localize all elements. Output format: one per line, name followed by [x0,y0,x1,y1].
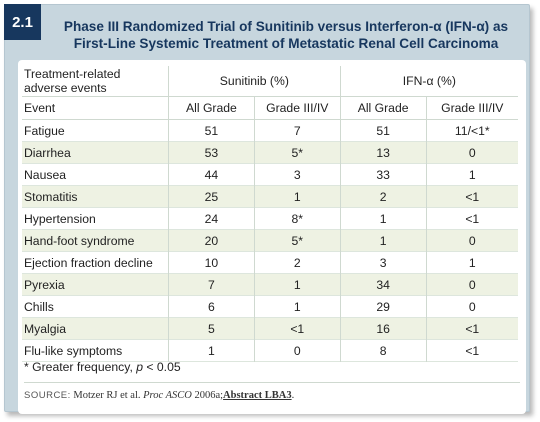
cell-ifn-all: 8 [339,339,427,362]
cell-event: Hand-foot syndrome [24,233,135,248]
cell-sunitinib-grade: 5* [253,229,341,252]
col-header-ifn-grade: Grade III/IV [425,96,518,120]
cell-ifn-all: 2 [339,185,427,208]
figure-frame: Phase III Randomized Trial of Sunitinib … [4,4,530,414]
cell-ifn-all: 16 [339,317,427,340]
cell-sunitinib-grade: 1 [253,273,341,296]
cell-sunitinib-grade: 8* [253,207,341,230]
cell-event: Myalgia [24,321,66,336]
footnote: * Greater frequency, p < 0.05 [24,360,181,374]
footnote-p: p [136,360,144,374]
cell-sunitinib-grade: 7 [253,119,341,142]
table-row: Pyrexia 7 1 34 0 [22,273,518,296]
cell-ifn-grade: 1 [425,163,518,186]
title-line-2: First-Line Systemic Treatment of Metasta… [73,36,499,51]
group-header-sunitinib: Sunitinib (%) [168,66,341,97]
cell-sunitinib-grade: 1 [253,185,341,208]
table-row: Ejection fraction decline 10 2 3 1 [22,251,518,274]
source-authors: Motzer RJ et al. [70,390,144,401]
cell-ifn-all: 1 [339,207,427,230]
group-header-events: Treatment-related adverse events [24,67,121,95]
table-row: Flu-like symptoms 1 0 8 <1 [22,339,518,362]
cell-ifn-grade: <1 [425,339,518,362]
cell-event: Pyrexia [24,277,65,292]
table-row: Hand-foot syndrome 20 5* 1 0 [22,229,518,252]
cell-ifn-grade: 0 [425,229,518,252]
table-row: Stomatitis 25 1 2 <1 [22,185,518,208]
figure-title: Phase III Randomized Trial of Sunitinib … [53,18,519,52]
cell-sunitinib-all: 20 [168,229,255,252]
cell-ifn-grade: 0 [425,295,518,318]
table-row: Chills 6 1 29 0 [22,295,518,318]
cell-ifn-grade: 0 [425,141,518,164]
figure-number-badge: 2.1 [4,4,41,40]
cell-sunitinib-all: 24 [168,207,255,230]
cell-sunitinib-all: 10 [168,251,255,274]
cell-sunitinib-all: 44 [168,163,255,186]
cell-ifn-all: 51 [339,119,427,142]
cell-ifn-grade: 0 [425,273,518,296]
cell-event: Fatigue [24,123,65,138]
cell-ifn-grade: <1 [425,207,518,230]
cell-ifn-grade: <1 [425,317,518,340]
footnote-prefix: * Greater frequency, [24,360,137,374]
cell-sunitinib-all: 5 [168,317,255,340]
col-header-sunitinib-grade: Grade III/IV [253,96,341,120]
cell-sunitinib-all: 1 [168,339,255,362]
cell-sunitinib-grade: 1 [253,295,341,318]
cell-event: Chills [24,299,54,314]
footnote-suffix: < 0.05 [143,360,181,374]
cell-ifn-all: 29 [339,295,427,318]
cell-ifn-all: 33 [339,163,427,186]
cell-event: Hypertension [24,211,96,226]
col-header-sunitinib-all: All Grade [168,96,255,120]
cell-ifn-all: 34 [339,273,427,296]
source-label: SOURCE: [24,390,71,401]
table-row: Fatigue 51 7 51 11/<1* [22,119,518,142]
source-divider [24,382,520,383]
table-row: Hypertension 24 8* 1 <1 [22,207,518,230]
col-header-ifn-all: All Grade [339,96,427,120]
cell-sunitinib-grade: <1 [253,317,341,340]
cell-ifn-all: 3 [339,251,427,274]
col-header-event: Event [22,96,169,120]
table-row: Nausea 44 3 33 1 [22,163,518,186]
cell-ifn-grade: <1 [425,185,518,208]
source-journal: Proc ASCO [143,390,192,401]
table-row: Diarrhea 53 5* 13 0 [22,141,518,164]
title-line-1: Phase III Randomized Trial of Sunitinib … [63,19,509,34]
source-end: . [291,390,295,401]
cell-sunitinib-all: 6 [168,295,255,318]
cell-sunitinib-all: 7 [168,273,255,296]
source-year: 2006a; [191,390,224,401]
cell-event: Diarrhea [24,145,71,160]
cell-event: Flu-like symptoms [24,343,123,358]
cell-sunitinib-all: 25 [168,185,255,208]
cell-sunitinib-all: 53 [168,141,255,164]
cell-sunitinib-grade: 2 [253,251,341,274]
cell-sunitinib-grade: 3 [253,163,341,186]
source-citation: SOURCE: Motzer RJ et al. Proc ASCO 2006a… [24,390,294,401]
table-panel: Treatment-related adverse events Sunitin… [18,60,526,414]
cell-sunitinib-grade: 5* [253,141,341,164]
cell-sunitinib-all: 51 [168,119,255,142]
group-header-ifn: IFN-α (%) [339,66,518,97]
cell-ifn-grade: 11/<1* [425,119,518,142]
cell-event: Ejection fraction decline [24,255,153,270]
cell-ifn-all: 13 [339,141,427,164]
cell-ifn-grade: 1 [425,251,518,274]
cell-event: Nausea [24,167,67,182]
cell-sunitinib-grade: 0 [253,339,341,362]
cell-event: Stomatitis [24,189,78,204]
source-abstract-link[interactable]: Abstract LBA3 [223,390,292,401]
table-row: Myalgia 5 <1 16 <1 [22,317,518,340]
cell-ifn-all: 1 [339,229,427,252]
adverse-events-table: Treatment-related adverse events Sunitin… [22,66,518,362]
